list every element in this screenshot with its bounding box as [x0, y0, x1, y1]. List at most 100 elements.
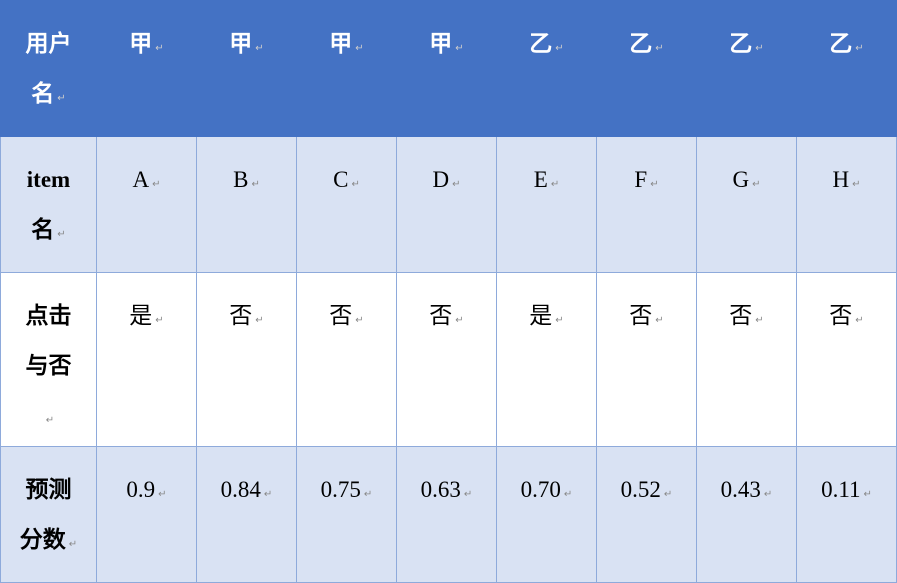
paragraph-mark-icon: ↵	[155, 43, 164, 54]
paragraph-mark-icon: ↵	[655, 43, 664, 54]
paragraph-mark-icon: ↵	[263, 489, 273, 500]
cell-value: 甲	[129, 31, 153, 56]
table-cell[interactable]: E ↵	[496, 136, 597, 273]
cell-value: 否	[829, 303, 853, 328]
paragraph-mark-icon: ↵	[863, 489, 872, 500]
paragraph-mark-icon: ↵	[663, 489, 673, 500]
table-cell[interactable]: 0.63 ↵	[396, 446, 497, 583]
cell-value: 甲	[229, 31, 253, 56]
cell-value: 是	[529, 303, 553, 328]
cell-value: 0.84	[220, 477, 261, 502]
row-header-label: item名	[21, 137, 77, 260]
cell-value: E	[533, 167, 548, 192]
row-header-label: 预测分数	[19, 447, 79, 570]
paragraph-mark-icon: ↵	[555, 315, 564, 326]
user-name-row: 用户名甲↵甲↵甲↵甲↵乙↵乙↵乙↵乙↵	[0, 0, 897, 137]
cell-value: 否	[329, 303, 353, 328]
row-header-cell[interactable]: 用户名	[0, 0, 97, 137]
table-cell[interactable]: 0.75 ↵	[296, 446, 397, 583]
table-cell[interactable]: B ↵	[196, 136, 297, 273]
table-cell[interactable]: 是 ↵	[96, 272, 197, 447]
table-cell[interactable]: 否 ↵	[596, 272, 697, 447]
row-header-cell[interactable]: item名	[0, 136, 97, 273]
table-cell[interactable]: 乙 ↵	[596, 0, 697, 137]
row-header-cell[interactable]: 点击与否	[0, 272, 97, 447]
table-cell[interactable]: 是 ↵	[496, 272, 597, 447]
table-cell[interactable]: A ↵	[96, 136, 197, 273]
table-cell[interactable]: F ↵	[596, 136, 697, 273]
table-cell[interactable]: 甲 ↵	[396, 0, 497, 137]
paragraph-mark-icon: ↵	[550, 179, 560, 190]
cell-value: B	[233, 167, 249, 192]
paragraph-mark-icon: ↵	[363, 489, 373, 500]
table-cell[interactable]: 否 ↵	[396, 272, 497, 447]
table-cell[interactable]: 否 ↵	[196, 272, 297, 447]
table-cell[interactable]: H ↵	[796, 136, 897, 273]
table-cell[interactable]: 0.43 ↵	[696, 446, 797, 583]
cell-value: A	[132, 167, 150, 192]
paragraph-mark-icon: ↵	[251, 179, 260, 190]
table-cell[interactable]: 否 ↵	[296, 272, 397, 447]
table-cell[interactable]: 否 ↵	[796, 272, 897, 447]
row-header-label: 点击与否	[21, 273, 77, 446]
item-name-row: item名A↵B↵C↵D↵E↵F↵G↵H↵	[0, 136, 897, 273]
cell-value: F	[634, 167, 648, 192]
paragraph-mark-icon: ↵	[563, 489, 573, 500]
cell-value: 甲	[329, 31, 353, 56]
cell-value: 乙	[629, 31, 653, 56]
cell-value: 甲	[429, 31, 453, 56]
table-cell[interactable]: G ↵	[696, 136, 797, 273]
cell-value: 0.52	[620, 477, 661, 502]
table-cell[interactable]: 乙 ↵	[796, 0, 897, 137]
paragraph-mark-icon: ↵	[255, 315, 264, 326]
paragraph-mark-icon: ↵	[355, 315, 364, 326]
cell-value: 否	[729, 303, 753, 328]
table-cell[interactable]: 乙 ↵	[696, 0, 797, 137]
cell-value: 0.9	[126, 477, 156, 502]
paragraph-mark-icon: ↵	[255, 43, 264, 54]
cell-value: 是	[129, 303, 153, 328]
paragraph-mark-icon: ↵	[755, 315, 764, 326]
table-cell[interactable]: 0.84 ↵	[196, 446, 297, 583]
cell-value: 0.75	[320, 477, 361, 502]
paragraph-mark-icon: ↵	[355, 43, 364, 54]
table-cell[interactable]: D ↵	[396, 136, 497, 273]
cell-value: 乙	[529, 31, 553, 56]
paragraph-mark-icon: ↵	[855, 43, 864, 54]
paragraph-mark-icon: ↵	[655, 315, 664, 326]
cell-value: 0.63	[420, 477, 461, 502]
table-cell[interactable]: 0.70 ↵	[496, 446, 597, 583]
cell-value: C	[333, 167, 349, 192]
table-cell[interactable]: 0.11 ↵	[796, 446, 897, 583]
table-cell[interactable]: 0.9 ↵	[96, 446, 197, 583]
paragraph-mark-icon: ↵	[555, 43, 564, 54]
table-cell[interactable]: 甲 ↵	[296, 0, 397, 137]
table-cell[interactable]: 否 ↵	[696, 272, 797, 447]
paragraph-mark-icon: ↵	[351, 179, 360, 190]
cell-value: 否	[429, 303, 453, 328]
row-header-cell[interactable]: 预测分数	[0, 446, 97, 583]
table-cell[interactable]: 甲 ↵	[96, 0, 197, 137]
paragraph-mark-icon: ↵	[852, 179, 861, 190]
cell-value: 乙	[729, 31, 753, 56]
cell-value: H	[832, 167, 850, 192]
cell-value: 0.70	[520, 477, 561, 502]
table-cell[interactable]: 乙 ↵	[496, 0, 597, 137]
paragraph-mark-icon: ↵	[452, 179, 461, 190]
table-cell[interactable]: 甲 ↵	[196, 0, 297, 137]
cell-value: 0.11	[821, 477, 861, 502]
paragraph-mark-icon: ↵	[155, 315, 164, 326]
paragraph-mark-icon: ↵	[855, 315, 864, 326]
cell-value: 否	[629, 303, 653, 328]
paragraph-mark-icon: ↵	[455, 315, 464, 326]
score-row: 预测分数0.9↵0.84↵0.75↵0.63↵0.70↵0.52↵0.43↵0.…	[0, 446, 897, 583]
paragraph-mark-icon: ↵	[152, 179, 161, 190]
cell-value: 0.43	[720, 477, 761, 502]
table-cell[interactable]: C ↵	[296, 136, 397, 273]
paragraph-mark-icon: ↵	[752, 179, 761, 190]
cell-value: D	[432, 167, 450, 192]
table-cell[interactable]: 0.52 ↵	[596, 446, 697, 583]
paragraph-mark-icon: ↵	[463, 489, 473, 500]
click-row: 点击与否是↵否↵否↵否↵是↵否↵否↵否↵	[0, 272, 897, 447]
